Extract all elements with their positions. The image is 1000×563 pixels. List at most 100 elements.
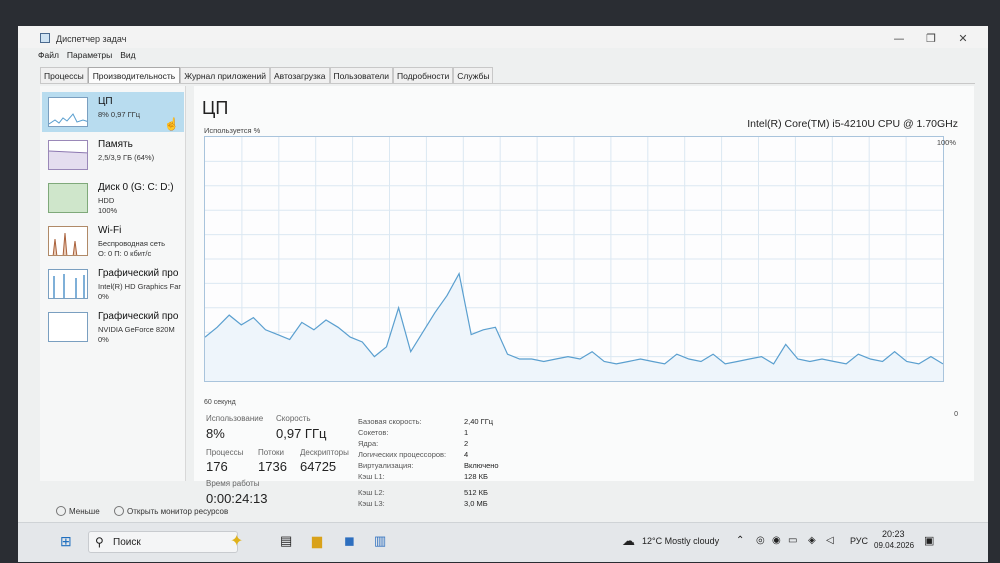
battery-icon[interactable]: ▭ — [788, 535, 798, 546]
sidebar-item-gpu-intel[interactable]: Графический про Intel(R) HD Graphics Far… — [42, 264, 184, 304]
memory-thumbnail — [48, 140, 88, 170]
detail-value: 2 — [464, 439, 469, 448]
sidebar-item-label: Графический про — [98, 311, 179, 322]
detail-value: 512 КБ — [464, 488, 488, 497]
sidebar-item-value: 0% — [98, 335, 109, 344]
cpu-model: Intel(R) Core(TM) i5-4210U CPU @ 1.70GHz — [747, 118, 958, 130]
speed-label: Скорость — [276, 414, 311, 423]
cpu-usage-line — [205, 271, 943, 365]
tray-app-icon[interactable]: ◎ — [756, 535, 765, 546]
sidebar-item-detail: Intel(R) HD Graphics Far — [98, 282, 181, 291]
resource-monitor-label: Открыть монитор ресурсов — [127, 507, 229, 516]
processes-value: 176 — [206, 459, 228, 474]
sidebar-item-detail: 8% 0,97 ГГц — [98, 110, 141, 119]
cpu-usage-area — [205, 273, 943, 381]
tray-chevron-icon[interactable]: ⌃ — [736, 535, 745, 546]
detail-key: Виртуализация: — [358, 461, 414, 470]
start-button[interactable]: ⊞ — [60, 533, 72, 549]
detail-value: 2,40 ГГц — [464, 417, 494, 426]
sidebar-item-label: Графический про — [98, 268, 179, 279]
taskbar: ⊞ ⚲ Поиск ✦ ▤ ▆ ◼ ▥ ☁ 12°C Mostly cloudy… — [18, 522, 988, 562]
task-view-icon[interactable]: ▤ — [280, 533, 293, 548]
search-placeholder: Поиск — [113, 537, 141, 548]
detail-key: Кэш L1: — [358, 472, 385, 481]
clock-date[interactable]: 09.04.2026 — [874, 541, 915, 550]
uptime-label: Время работы — [206, 479, 260, 488]
sidebar-item-detail: Беспроводная сеть — [98, 239, 166, 248]
task-manager-icon — [40, 33, 50, 43]
menu-file[interactable]: Файл — [38, 50, 59, 60]
weather-icon: ☁ — [622, 533, 635, 548]
sidebar-item-label: Память — [98, 139, 133, 150]
gpu-thumbnail — [48, 312, 88, 342]
open-resource-monitor-link[interactable]: Открыть монитор ресурсов — [114, 506, 228, 516]
usage-axis-label: Используется % — [204, 126, 261, 135]
gpu-thumbnail — [48, 269, 88, 299]
tab-processes[interactable]: Процессы — [40, 67, 88, 83]
tab-app-history[interactable]: Журнал приложений — [180, 67, 270, 83]
mouse-cursor-icon: ☝ — [164, 117, 179, 131]
menu-options[interactable]: Параметры — [66, 50, 113, 60]
resource-monitor-icon — [114, 506, 124, 516]
uptime-value: 0:00:24:13 — [206, 491, 268, 506]
fewer-details-button[interactable]: Меньше — [56, 506, 100, 516]
language-indicator[interactable]: РУС — [850, 536, 869, 546]
page-title: ЦП — [202, 98, 229, 118]
detail-key: Ядра: — [358, 439, 379, 448]
close-button[interactable]: ✕ — [958, 32, 968, 45]
menu-bar: Файл Параметры Вид — [38, 50, 136, 64]
disk-thumbnail — [48, 183, 88, 213]
tab-users[interactable]: Пользователи — [329, 67, 394, 83]
sidebar-item-label: Wi-Fi — [98, 225, 122, 236]
sidebar-item-memory[interactable]: Память 2,5/3,9 ГБ (64%) — [42, 135, 184, 175]
maximize-button[interactable]: ❐ — [926, 32, 936, 45]
chevron-up-icon — [56, 506, 66, 516]
sidebar-item-value: О: 0 П: 0 кбит/с — [98, 249, 152, 258]
tab-performance[interactable]: Производительность — [87, 67, 181, 83]
processes-label: Процессы — [206, 448, 244, 457]
clock-time[interactable]: 20:23 — [882, 529, 905, 539]
sidebar-item-detail: NVIDIA GeForce 820M — [98, 325, 175, 334]
sidebar-item-label: Диск 0 (G: C: D:) — [98, 182, 174, 193]
sidebar-item-gpu-nvidia[interactable]: Графический про NVIDIA GeForce 820M 0% — [42, 307, 184, 347]
usage-value: 8% — [206, 426, 225, 441]
notification-icon[interactable]: ▣ — [924, 535, 935, 547]
sidebar-item-disk[interactable]: Диск 0 (G: C: D:) HDD 100% — [42, 178, 184, 218]
sidebar-item-detail: 2,5/3,9 ГБ (64%) — [98, 153, 155, 162]
search-icon: ⚲ — [95, 535, 104, 549]
resource-sidebar: ЦП 8% 0,97 ГГц ☝ Память 2,5/3,9 ГБ (64%)… — [40, 86, 186, 481]
sidebar-item-value: 100% — [98, 206, 118, 215]
footer-bar: Меньше Открыть монитор ресурсов — [40, 500, 975, 522]
file-explorer-icon[interactable]: ▆ — [312, 533, 322, 548]
minimize-button[interactable]: — — [893, 32, 905, 45]
sidebar-item-label: ЦП — [98, 96, 113, 107]
tab-details[interactable]: Подробности — [393, 67, 454, 83]
sidebar-item-wifi[interactable]: Wi-Fi Беспроводная сеть О: 0 П: 0 кбит/с — [42, 221, 184, 261]
tab-startup[interactable]: Автозагрузка — [269, 67, 330, 83]
detail-key: Логических процессоров: — [358, 450, 447, 459]
detail-key: Сокетов: — [358, 428, 389, 437]
tab-services[interactable]: Службы — [453, 67, 494, 83]
threads-value: 1736 — [258, 459, 287, 474]
detail-key: Кэш L3: — [358, 499, 385, 508]
taskbar-search[interactable]: ⚲ Поиск — [88, 531, 238, 553]
volume-icon[interactable]: ◁ — [826, 535, 834, 546]
handles-label: Дескрипторы — [300, 448, 349, 457]
menu-view[interactable]: Вид — [120, 50, 136, 60]
cpu-panel: ЦП Intel(R) Core(TM) i5-4210U CPU @ 1.70… — [194, 86, 974, 488]
tray-camera-icon[interactable]: ◉ — [772, 535, 781, 546]
tabs-divider — [40, 83, 975, 84]
store-icon[interactable]: ◼ — [344, 533, 355, 548]
fewer-details-label: Меньше — [69, 507, 100, 516]
task-manager-taskbar-icon[interactable]: ▥ — [374, 533, 387, 548]
sidebar-item-cpu[interactable]: ЦП 8% 0,97 ГГц ☝ — [42, 92, 184, 132]
network-icon[interactable]: ◈ — [808, 535, 816, 546]
detail-value: 4 — [464, 450, 469, 459]
cpu-usage-chart — [205, 137, 943, 381]
sidebar-item-detail: HDD — [98, 196, 115, 205]
x-range-label: 60 секунд — [204, 399, 236, 406]
copilot-icon[interactable]: ✦ — [230, 533, 244, 550]
wifi-thumbnail — [48, 226, 88, 256]
weather-text[interactable]: 12°C Mostly cloudy — [642, 536, 720, 546]
title-bar: Диспетчер задач — ❐ ✕ — [18, 26, 988, 48]
